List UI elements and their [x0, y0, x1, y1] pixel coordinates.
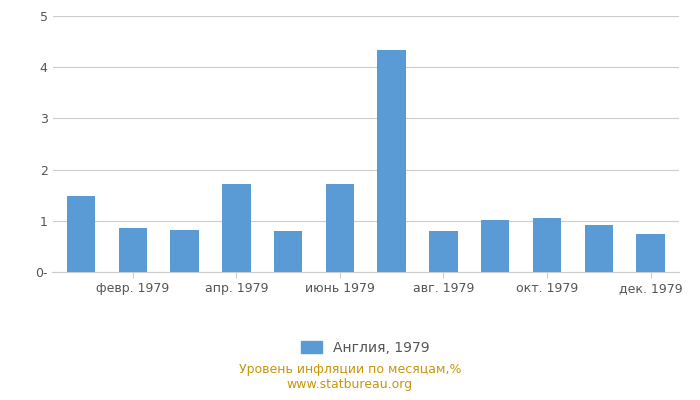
Bar — [481, 220, 510, 272]
Bar — [222, 184, 251, 272]
Bar — [66, 196, 95, 272]
Text: www.statbureau.org: www.statbureau.org — [287, 378, 413, 391]
Bar — [274, 230, 302, 272]
Text: Уровень инфляции по месяцам,%: Уровень инфляции по месяцам,% — [239, 364, 461, 376]
Legend: Англия, 1979: Англия, 1979 — [296, 335, 435, 360]
Bar — [377, 50, 406, 272]
Bar — [326, 184, 354, 272]
Bar — [533, 218, 561, 272]
Bar — [429, 230, 458, 272]
Bar — [636, 234, 665, 272]
Bar — [170, 230, 199, 272]
Bar — [584, 226, 613, 272]
Bar — [118, 228, 147, 272]
